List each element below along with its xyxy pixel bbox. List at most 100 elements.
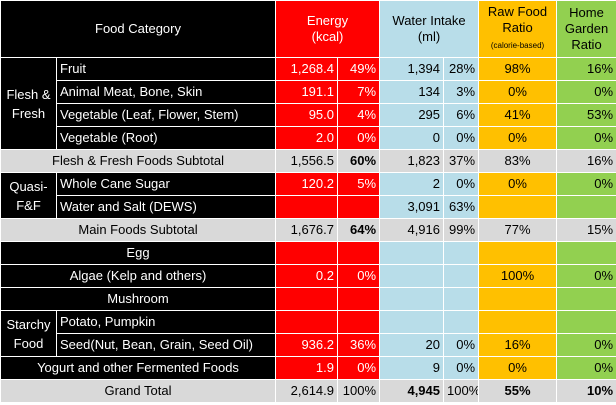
energy-value — [275, 195, 338, 219]
energy-value: 191.1 — [275, 80, 338, 104]
table-row: Flesh & Fresh Fruit 1,268.4 49% 1,394 28… — [0, 57, 616, 150]
table-row: Algae (Kelp and others) 0.2 0% 100% 0% — [0, 264, 616, 288]
energy-value — [275, 241, 338, 265]
energy-pct: 5% — [336, 172, 381, 196]
energy-pct: 0% — [336, 126, 381, 150]
table-row: Egg — [0, 241, 616, 265]
energy-pct: 0% — [336, 356, 381, 380]
header-energy-title: Energy — [306, 13, 349, 28]
energy-pct: 0% — [336, 264, 381, 288]
header-row: Food Category Energy (kcal) Water Intake(… — [0, 0, 616, 58]
row-label: Egg — [0, 241, 276, 265]
row-label: Mushroom — [0, 287, 276, 311]
subtotal-row: Flesh & Fresh Foods Subtotal 1,556.5 60%… — [0, 149, 616, 173]
energy-pct — [336, 195, 381, 219]
grand-total-row: Grand Total 2,614.9 100% 4,945 100% 55% … — [0, 379, 616, 403]
garden-ratio: 0% — [556, 126, 616, 150]
water-pct — [443, 241, 480, 265]
energy-pct: 7% — [336, 80, 381, 104]
header-food-category: Food Category — [0, 0, 276, 58]
water-pct: 100% — [443, 379, 480, 403]
water-value: 1,823 — [379, 149, 445, 173]
row-label: Grand Total — [0, 379, 276, 403]
raw-ratio: 83% — [478, 149, 558, 173]
water-pct: 0% — [443, 126, 480, 150]
water-pct: 0% — [443, 356, 480, 380]
garden-ratio: 0% — [556, 264, 616, 288]
raw-ratio — [478, 241, 558, 265]
garden-ratio: 0% — [556, 333, 616, 357]
energy-value: 1,556.5 — [275, 149, 338, 173]
garden-ratio: 0% — [556, 172, 616, 196]
header-raw-sub: (calorie-based) — [490, 41, 545, 50]
garden-ratio — [556, 241, 616, 265]
garden-ratio: 10% — [556, 379, 616, 403]
raw-ratio: 55% — [478, 379, 558, 403]
table-row: Vegetable (Leaf, Flower, Stem) 95.0 4% 2… — [1, 103, 616, 127]
garden-ratio: 15% — [556, 218, 616, 242]
row-label: Potato, Pumpkin — [56, 310, 276, 334]
water-value: 0 — [379, 126, 445, 150]
row-label: Whole Cane Sugar — [56, 172, 276, 196]
water-pct — [443, 264, 480, 288]
garden-ratio — [556, 310, 616, 334]
water-value: 1,394 — [379, 57, 445, 81]
water-value: 4,916 — [379, 218, 445, 242]
table-row: Water and Salt (DEWS) 3,091 63% — [1, 195, 616, 219]
row-label: Algae (Kelp and others) — [0, 264, 276, 288]
water-value: 4,945 — [379, 379, 445, 403]
water-pct — [443, 310, 480, 334]
table-row: Starchy Food Potato, Pumpkin — [0, 310, 616, 357]
raw-ratio: 0% — [478, 80, 558, 104]
energy-value: 1,676.7 — [275, 218, 338, 242]
group-label: Flesh & Fresh — [6, 86, 51, 121]
group-flesh-fresh: Flesh & Fresh — [0, 57, 57, 150]
energy-value: 120.2 — [275, 172, 338, 196]
garden-ratio — [556, 287, 616, 311]
energy-value: 2.0 — [275, 126, 338, 150]
raw-ratio: 0% — [478, 172, 558, 196]
water-value: 3,091 — [379, 195, 445, 219]
water-pct: 63% — [443, 195, 480, 219]
garden-ratio — [556, 195, 616, 219]
water-value: 134 — [379, 80, 445, 104]
raw-ratio: 77% — [478, 218, 558, 242]
energy-pct: 100% — [336, 379, 381, 403]
group-quasi: Quasi-F&F — [0, 172, 57, 219]
water-value: 2 — [379, 172, 445, 196]
water-value: 20 — [379, 333, 445, 357]
row-label: Yogurt and other Fermented Foods — [0, 356, 276, 380]
raw-ratio — [478, 287, 558, 311]
row-label: Vegetable (Leaf, Flower, Stem) — [56, 103, 276, 127]
header-raw: Raw Food Ratio (calorie-based) — [478, 0, 558, 58]
water-value — [379, 287, 445, 311]
water-value: 295 — [379, 103, 445, 127]
row-label: Flesh & Fresh Foods Subtotal — [0, 149, 276, 173]
raw-ratio — [478, 310, 558, 334]
row-label: Main Foods Subtotal — [0, 218, 276, 242]
garden-ratio: 16% — [556, 149, 616, 173]
group-starchy: Starchy Food — [0, 310, 57, 357]
raw-ratio — [478, 195, 558, 219]
header-water-unit: (ml) — [417, 29, 441, 44]
table-row: Animal Meat, Bone, Skin 191.1 7% 134 3% … — [1, 80, 616, 104]
energy-pct: 60% — [336, 149, 381, 173]
group-label: Quasi-F&F — [9, 178, 48, 213]
water-pct: 3% — [443, 80, 480, 104]
water-value — [379, 264, 445, 288]
energy-value — [275, 310, 338, 334]
header-energy-unit: (kcal) — [311, 29, 344, 44]
raw-ratio: 0% — [478, 356, 558, 380]
row-label: Fruit — [56, 57, 276, 81]
table-row: Mushroom — [0, 287, 616, 311]
header-raw-title: Raw Food Ratio — [487, 4, 548, 35]
raw-ratio: 100% — [478, 264, 558, 288]
energy-pct — [336, 310, 381, 334]
energy-value: 2,614.9 — [275, 379, 338, 403]
table-row: Seed(Nut, Bean, Grain, Seed Oil) 936.2 3… — [1, 333, 616, 357]
header-water-title: Water Intake — [392, 13, 466, 28]
row-label: Animal Meat, Bone, Skin — [56, 80, 276, 104]
water-pct: 0% — [443, 333, 480, 357]
energy-value: 95.0 — [275, 103, 338, 127]
